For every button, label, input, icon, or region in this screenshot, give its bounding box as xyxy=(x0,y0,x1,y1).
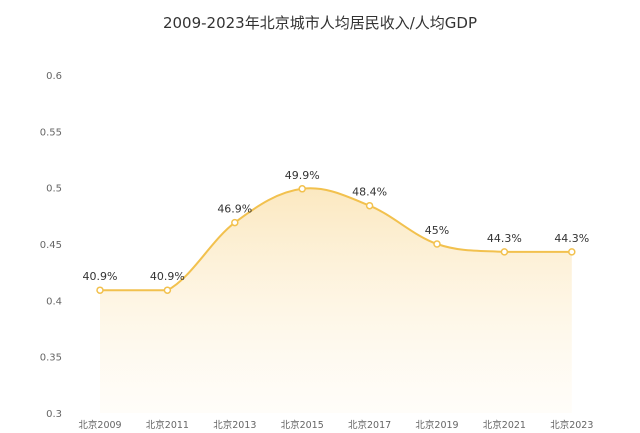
y-tick-label: 0.5 xyxy=(46,184,62,195)
x-tick-label: 北京2011 xyxy=(146,419,189,431)
data-label: 48.4% xyxy=(352,186,387,199)
data-point xyxy=(500,248,509,256)
y-tick-label: 0.3 xyxy=(46,409,62,420)
series-line xyxy=(100,187,572,292)
y-tick-label: 0.55 xyxy=(40,127,62,138)
chart-title: 2009-2023年北京城市人均居民收入/人均GDP xyxy=(163,14,477,32)
data-label: 45% xyxy=(425,224,449,237)
x-tick-label: 北京2009 xyxy=(78,419,121,431)
x-tick-label: 北京2015 xyxy=(281,419,324,431)
data-point xyxy=(568,248,576,256)
data-point xyxy=(96,286,104,294)
x-tick-label: 北京2019 xyxy=(415,419,458,431)
y-tick-label: 0.45 xyxy=(40,240,62,251)
y-tick-label: 0.6 xyxy=(46,71,62,82)
data-point xyxy=(163,286,172,294)
data-point xyxy=(298,185,306,193)
data-points xyxy=(96,185,576,294)
y-axis: 0.3 0.35 0.4 0.45 0.5 0.55 0.6 xyxy=(40,71,62,420)
data-label: 44.3% xyxy=(554,232,589,245)
x-tick-label: 北京2021 xyxy=(483,419,526,431)
x-axis: 北京2009 北京2011 北京2013 北京2015 北京2017 北京2019 北京20… xyxy=(78,419,593,431)
series-area xyxy=(100,188,572,413)
data-label: 49.9% xyxy=(285,169,320,182)
data-label: 44.3% xyxy=(487,232,522,245)
y-tick-label: 0.4 xyxy=(46,296,62,307)
data-point xyxy=(365,201,374,210)
x-tick-label: 北京2017 xyxy=(348,419,391,431)
data-label: 46.9% xyxy=(217,203,252,216)
data-point xyxy=(433,240,441,248)
data-point xyxy=(231,218,239,227)
data-labels: 40.9% 40.9% 46.9% 49.9% 48.4% 45% 44.3% 44.3% xyxy=(83,169,590,283)
y-tick-label: 0.35 xyxy=(40,353,62,364)
x-tick-label: 北京2023 xyxy=(550,419,593,431)
data-label: 40.9% xyxy=(150,270,185,283)
x-tick-label: 北京2013 xyxy=(213,419,256,431)
data-label: 40.9% xyxy=(83,270,118,283)
